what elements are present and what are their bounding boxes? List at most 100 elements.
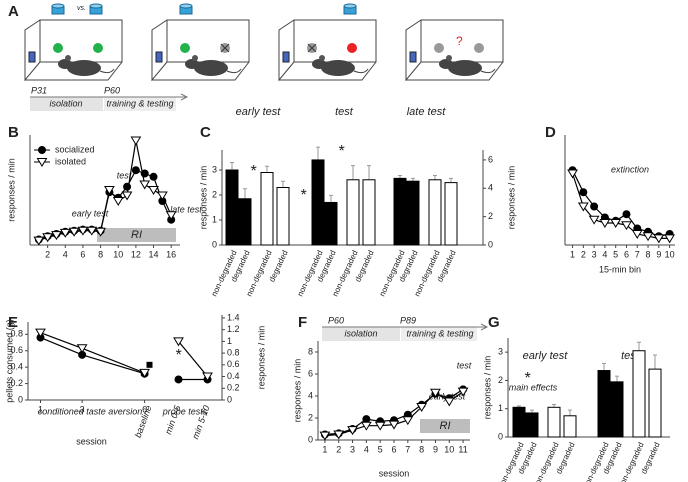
x-tick-label: 7 xyxy=(635,249,640,259)
question-mark: ? xyxy=(456,34,463,48)
marker xyxy=(173,337,184,347)
y-axis-label: responses / min xyxy=(482,356,492,420)
panel-label: A xyxy=(8,3,19,20)
y-tick-label: 6 xyxy=(308,368,313,378)
interval-band xyxy=(97,228,176,242)
marker xyxy=(165,211,177,221)
panel-label: C xyxy=(200,124,211,141)
timeline-phase: isolation xyxy=(49,98,82,108)
bar xyxy=(610,381,624,438)
marker xyxy=(374,421,386,431)
y-tick-label: 8 xyxy=(308,346,313,356)
marker xyxy=(77,226,89,236)
x-tick-label: 1 xyxy=(570,249,575,259)
y-tick-label: 0 xyxy=(212,239,217,249)
x-tick-label: 2 xyxy=(336,444,341,454)
x-tick-label: 3 xyxy=(592,249,597,259)
panel-a: vs. ? xyxy=(24,3,504,81)
panel-label: F xyxy=(298,314,307,331)
marker xyxy=(35,328,46,338)
bar xyxy=(648,368,662,438)
x-tick-label: 6 xyxy=(624,249,629,259)
series-line xyxy=(178,340,208,377)
annotation: main effects xyxy=(509,382,558,392)
y-axis-label: responses / min xyxy=(6,158,16,222)
marker xyxy=(51,231,62,241)
marker xyxy=(148,186,159,195)
annotation: test xyxy=(117,170,132,180)
marker xyxy=(76,344,88,354)
y-axis-label: responses / min xyxy=(256,326,266,390)
group-title: early test xyxy=(523,350,569,362)
x-tick-label: 4 xyxy=(602,249,607,259)
marker xyxy=(131,166,140,175)
marker xyxy=(68,227,80,237)
marker xyxy=(174,375,183,384)
marker xyxy=(664,234,675,244)
x-tick-label: 14 xyxy=(149,249,159,259)
x-tick-label: 4 xyxy=(364,444,369,454)
x-tick-label: 9 xyxy=(656,249,661,259)
marker xyxy=(567,169,578,179)
y-tick-label: 1 xyxy=(498,403,503,413)
timeline-phase: training & testing xyxy=(406,328,473,338)
marker xyxy=(86,226,98,236)
marker xyxy=(333,430,345,440)
bar xyxy=(547,406,561,438)
band-label: RI xyxy=(131,229,142,241)
marker xyxy=(156,191,168,201)
bar xyxy=(346,179,360,246)
annotation: late test xyxy=(170,204,202,214)
bar xyxy=(311,159,325,246)
marker xyxy=(362,415,371,424)
group-title: early test xyxy=(236,106,282,118)
annotation: * xyxy=(250,163,257,180)
annotation: * xyxy=(524,370,531,387)
y-tick-label: 0.8 xyxy=(10,329,23,339)
y-tick-label: 1.4 xyxy=(227,312,240,322)
marker xyxy=(642,232,654,242)
annotation: * xyxy=(175,347,182,364)
bar xyxy=(563,415,577,438)
marker xyxy=(430,388,441,398)
marker xyxy=(653,234,665,244)
panel-label: D xyxy=(545,124,556,141)
x-tick-label: 3 xyxy=(80,404,85,414)
marker xyxy=(149,172,158,181)
annotation: * xyxy=(300,187,307,204)
bar xyxy=(393,177,407,246)
marker xyxy=(202,372,213,382)
group-title: late test xyxy=(407,106,446,118)
x-tick-label: 8 xyxy=(646,249,651,259)
marker xyxy=(610,219,622,228)
x-tick-label: 16 xyxy=(166,249,176,259)
x-tick-label: 10 xyxy=(113,249,123,259)
y-tick-label: 1 xyxy=(227,336,232,346)
bar xyxy=(512,406,526,438)
marker xyxy=(112,197,124,206)
x-tick-label: 10 xyxy=(665,249,675,259)
bar xyxy=(276,187,290,246)
timeline-start: P31 xyxy=(31,85,47,95)
series-line xyxy=(40,332,145,374)
x-tick-label: 6 xyxy=(142,404,147,414)
marker xyxy=(104,186,115,195)
x-tick-label: 5 xyxy=(378,444,383,454)
y-tick-label: 2 xyxy=(308,412,313,422)
annotation: early test xyxy=(72,208,109,218)
y-tick-label: 0.4 xyxy=(10,362,23,372)
y-tick-label: 0 xyxy=(227,394,232,404)
timeline-f: P60 isolation P89 training & testing xyxy=(322,315,489,341)
bar xyxy=(428,179,442,246)
annotation: test xyxy=(457,360,472,370)
timeline-mid: P60 xyxy=(104,85,120,95)
y-tick-label: 4 xyxy=(308,390,313,400)
x-tick-label: 2 xyxy=(581,249,586,259)
annotation: extinction xyxy=(611,164,649,174)
baseline-mark xyxy=(146,361,153,368)
x-tick-label: 7 xyxy=(405,444,410,454)
x-axis-label: 15-min bin xyxy=(599,264,641,274)
y-tick-label: 2 xyxy=(498,375,503,385)
y-axis-label: responses / min xyxy=(292,359,302,423)
